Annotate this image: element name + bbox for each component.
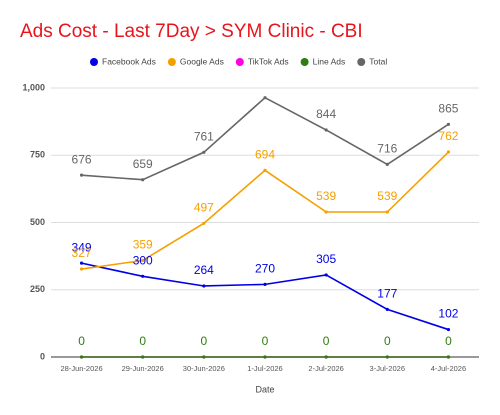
data-label: 264 [194, 263, 214, 277]
x-tick-label: 3-Jul-2026 [370, 364, 405, 373]
chart-title: Ads Cost - Last 7Day > SYM Clinic - CBI [20, 21, 363, 42]
legend-label: Line Ads [313, 56, 346, 66]
data-label: 177 [377, 287, 397, 301]
data-label: 0 [384, 334, 391, 348]
point [446, 355, 451, 359]
data-label: 0 [201, 334, 208, 348]
point [263, 355, 267, 359]
data-label: 865 [438, 101, 458, 115]
point [141, 258, 145, 263]
x-tick-label: 2-Jul-2026 [308, 364, 343, 373]
legend-label: Facebook Ads [102, 56, 156, 66]
point [324, 355, 328, 359]
data-label: 102 [438, 307, 458, 321]
point [446, 122, 451, 126]
data-label: 761 [194, 129, 214, 143]
legend-marker [90, 58, 98, 66]
point [141, 178, 145, 182]
point [385, 162, 389, 166]
y-tick-label: 0 [40, 351, 45, 361]
point [202, 221, 206, 225]
point [385, 307, 389, 311]
data-label: 0 [139, 334, 146, 348]
point [202, 284, 206, 288]
data-label: 0 [323, 334, 330, 348]
point [79, 261, 84, 265]
point [385, 355, 389, 359]
point [324, 128, 328, 132]
data-label: 349 [72, 240, 92, 254]
point [202, 355, 206, 359]
point [263, 282, 267, 286]
y-tick-label: 500 [30, 217, 45, 227]
point [324, 210, 328, 214]
data-label: 270 [255, 262, 275, 276]
legend-marker [235, 58, 244, 66]
data-label: 539 [377, 189, 397, 203]
data-label: 676 [72, 152, 92, 166]
x-axis-title: Date [255, 384, 274, 394]
point [141, 274, 145, 278]
data-label: 305 [316, 252, 336, 266]
x-tick-label: 29-Jun-2026 [122, 364, 164, 373]
legend-label: Google Ads [180, 56, 224, 66]
point [79, 173, 84, 177]
data-label: 539 [316, 189, 336, 203]
point [385, 210, 389, 214]
x-tick-label: 30-Jun-2026 [183, 364, 225, 373]
point [263, 96, 267, 100]
point [202, 150, 206, 154]
legend-label: TikTok Ads [248, 56, 289, 66]
legend-marker [300, 58, 309, 66]
data-label: 0 [78, 334, 85, 348]
x-tick-label: 4-Jul-2026 [431, 364, 466, 373]
data-label: 659 [133, 157, 153, 171]
data-label: 762 [438, 129, 458, 143]
x-tick-label: 28-Jun-2026 [61, 364, 103, 373]
data-label: 844 [316, 107, 336, 121]
x-tick-label: 1-Jul-2026 [247, 364, 282, 373]
point [79, 355, 84, 359]
legend-label: Total [369, 56, 387, 66]
data-label: 327 [72, 246, 92, 260]
point [446, 327, 451, 332]
legend-marker [357, 58, 366, 66]
point [446, 150, 451, 154]
y-tick-label: 1,000 [22, 82, 45, 92]
point [324, 273, 328, 277]
y-tick-label: 250 [30, 284, 45, 294]
point [79, 267, 84, 271]
data-label: 497 [194, 200, 214, 214]
data-label: 0 [262, 334, 269, 348]
data-label: 300 [133, 253, 153, 267]
data-label: 694 [255, 147, 275, 161]
data-label: 716 [377, 142, 397, 156]
data-label: 0 [445, 334, 452, 348]
legend-marker [167, 58, 176, 66]
y-tick-label: 750 [30, 150, 45, 160]
point [141, 355, 145, 359]
point [263, 168, 267, 172]
data-label: 359 [133, 238, 153, 252]
